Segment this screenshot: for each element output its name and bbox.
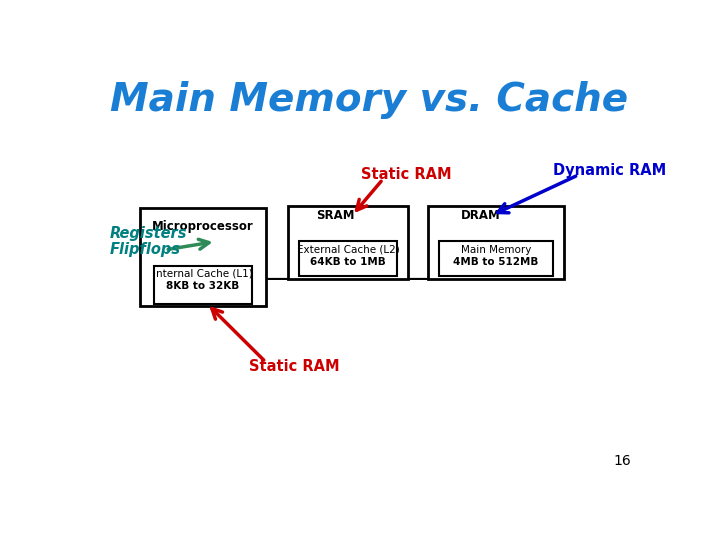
Text: SRAM: SRAM [316, 209, 355, 222]
Text: Microprocessor: Microprocessor [152, 220, 254, 233]
Text: 8KB to 32KB: 8KB to 32KB [166, 281, 240, 291]
Text: Main Memory: Main Memory [461, 245, 531, 255]
Text: Main Memory vs. Cache: Main Memory vs. Cache [110, 81, 628, 119]
Text: 16: 16 [613, 454, 631, 468]
Text: Registers: Registers [109, 226, 187, 241]
Text: 4MB to 512MB: 4MB to 512MB [454, 257, 539, 267]
Text: Flipflops: Flipflops [109, 242, 181, 258]
Text: Internal Cache (L1): Internal Cache (L1) [153, 268, 253, 279]
Text: Static RAM: Static RAM [361, 167, 451, 183]
Bar [154, 266, 252, 304]
Text: External Cache (L2): External Cache (L2) [297, 245, 400, 255]
Bar [428, 206, 564, 279]
Text: Dynamic RAM: Dynamic RAM [553, 163, 667, 178]
Bar [288, 206, 408, 279]
Text: DRAM: DRAM [461, 209, 500, 222]
Bar [140, 208, 266, 306]
Bar [300, 241, 397, 276]
Text: 64KB to 1MB: 64KB to 1MB [310, 257, 386, 267]
Text: Static RAM: Static RAM [249, 359, 340, 374]
Bar [438, 241, 553, 276]
